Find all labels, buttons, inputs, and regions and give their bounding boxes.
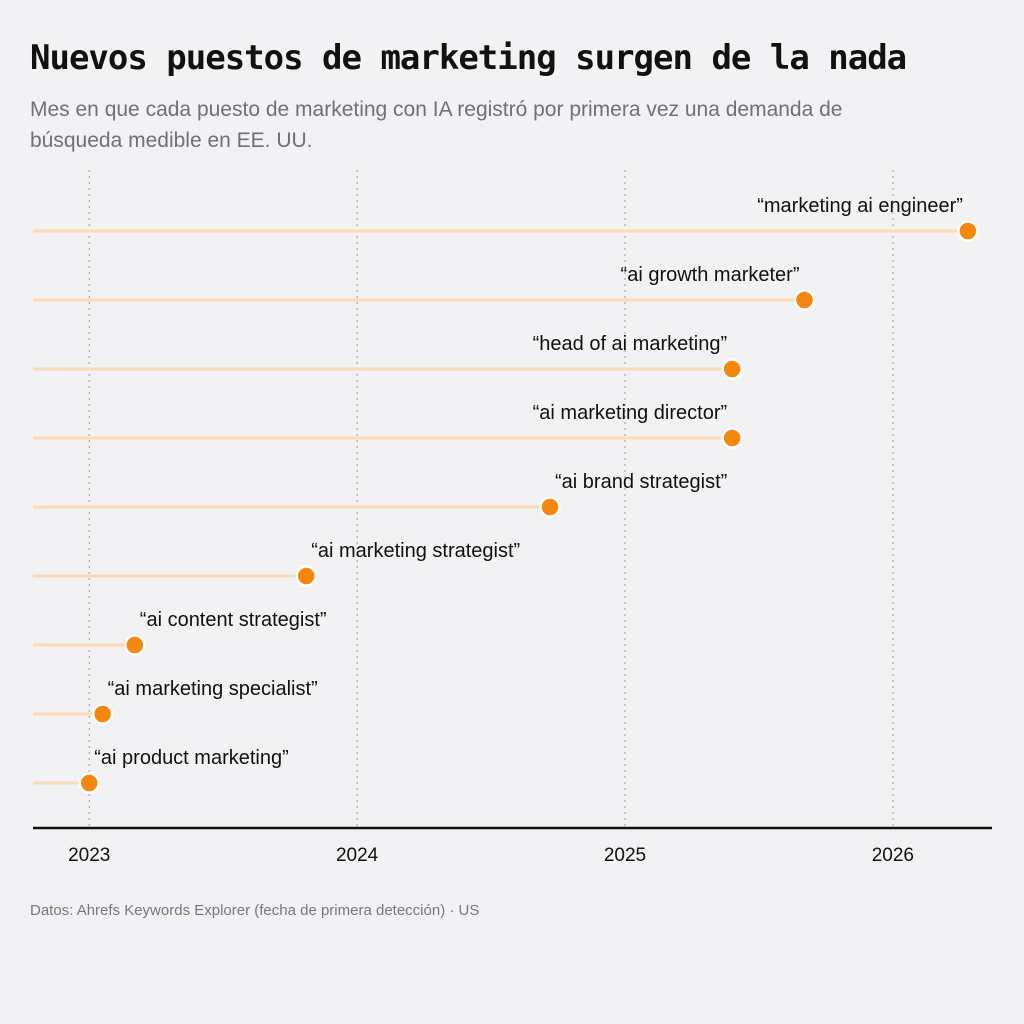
x-tick-label: 2025 <box>604 845 646 866</box>
data-point <box>295 565 317 587</box>
data-point <box>124 634 146 656</box>
stems <box>33 229 968 785</box>
item-label: “head of ai marketing” <box>533 333 728 355</box>
dots <box>78 220 979 794</box>
item-label: “ai marketing director” <box>533 402 728 424</box>
x-axis-ticks: 2023 2024 2025 2026 <box>68 845 914 866</box>
item-label: “marketing ai engineer” <box>757 195 963 217</box>
item-label: “ai product marketing” <box>94 747 289 769</box>
item-label: “ai growth marketer” <box>621 264 800 286</box>
x-tick-label: 2026 <box>872 845 914 866</box>
data-point <box>793 289 816 311</box>
source-note: Datos: Ahrefs Keywords Explorer (fecha d… <box>30 902 480 919</box>
chart-title: Nuevos puestos de marketing surgen de la… <box>30 38 907 78</box>
data-point <box>957 220 979 242</box>
item-label: “ai content strategist” <box>140 609 327 631</box>
item-labels: “marketing ai engineer” “ai growth market… <box>94 195 963 769</box>
chart-subtitle: Mes en que cada puesto de marketing con … <box>30 98 843 152</box>
data-point <box>721 427 743 449</box>
gridlines <box>88 170 894 828</box>
item-label: “ai brand strategist” <box>555 471 727 493</box>
x-tick-label: 2023 <box>68 845 110 866</box>
data-point <box>721 358 743 380</box>
item-label: “ai marketing specialist” <box>108 678 318 700</box>
data-point <box>91 703 114 725</box>
data-point <box>539 496 561 518</box>
item-label: “ai marketing strategist” <box>311 540 520 562</box>
x-tick-label: 2024 <box>336 845 379 866</box>
data-point <box>78 772 101 794</box>
